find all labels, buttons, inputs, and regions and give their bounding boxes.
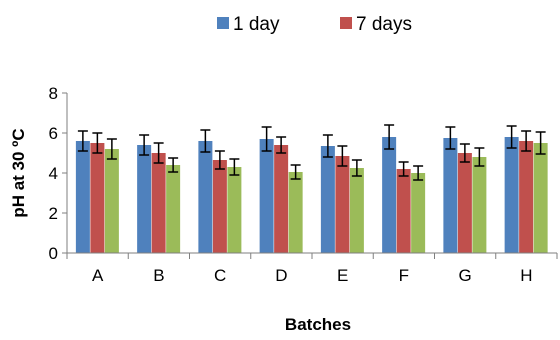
y-tick-label: 6 [49,124,58,143]
x-tick-label: D [275,266,287,285]
bar-g-series-2 [457,153,472,253]
x-tick-label: C [214,266,226,285]
legend-swatch-series-1 [217,17,229,29]
y-tick-label: 4 [49,164,58,183]
x-axis-title: Batches [285,315,351,334]
bar-c-series-3 [227,167,242,253]
bar-g-series-1 [443,138,458,253]
bar-a-series-1 [75,141,90,253]
bar-a-series-3 [104,149,119,253]
bar-e-series-3 [349,168,364,253]
x-tick-label: A [92,266,104,285]
x-tick-label: E [337,266,348,285]
bar-c-series-1 [198,141,213,253]
y-axis-title: pH at 30 ºC [9,128,28,217]
bar-d-series-2 [274,145,289,253]
bar-g-series-3 [472,157,487,253]
plot-area: 0 2 4 6 8 A B C D E F G H [49,84,558,285]
x-tick-label: H [520,266,532,285]
bar-c-series-2 [212,160,227,253]
legend-label-series-2: 7 days [356,14,412,35]
x-tick-label: B [153,266,164,285]
x-tick-label: G [459,266,472,285]
bar-a-series-2 [90,143,105,253]
y-tick-label: 0 [49,244,58,263]
bar-f-series-3 [411,173,426,253]
legend-label-series-1: 1 day [233,14,280,35]
bar-b-series-2 [151,153,166,253]
y-tick-label: 2 [49,204,58,223]
bar-d-series-3 [288,172,303,253]
bar-e-series-2 [335,156,350,253]
x-tick-label: F [399,266,409,285]
bar-h-series-1 [504,137,519,253]
bar-f-series-2 [396,169,411,253]
y-tick-label: 8 [49,84,58,103]
bar-h-series-2 [519,141,534,253]
bar-h-series-3 [533,143,548,253]
bar-b-series-3 [166,165,181,253]
bar-e-series-1 [320,146,335,253]
legend-swatch-series-2 [340,17,352,29]
bar-b-series-1 [137,145,152,253]
legend: 1 day 7 days [217,14,412,35]
bar-f-series-1 [382,137,397,253]
bar-d-series-1 [259,139,274,253]
